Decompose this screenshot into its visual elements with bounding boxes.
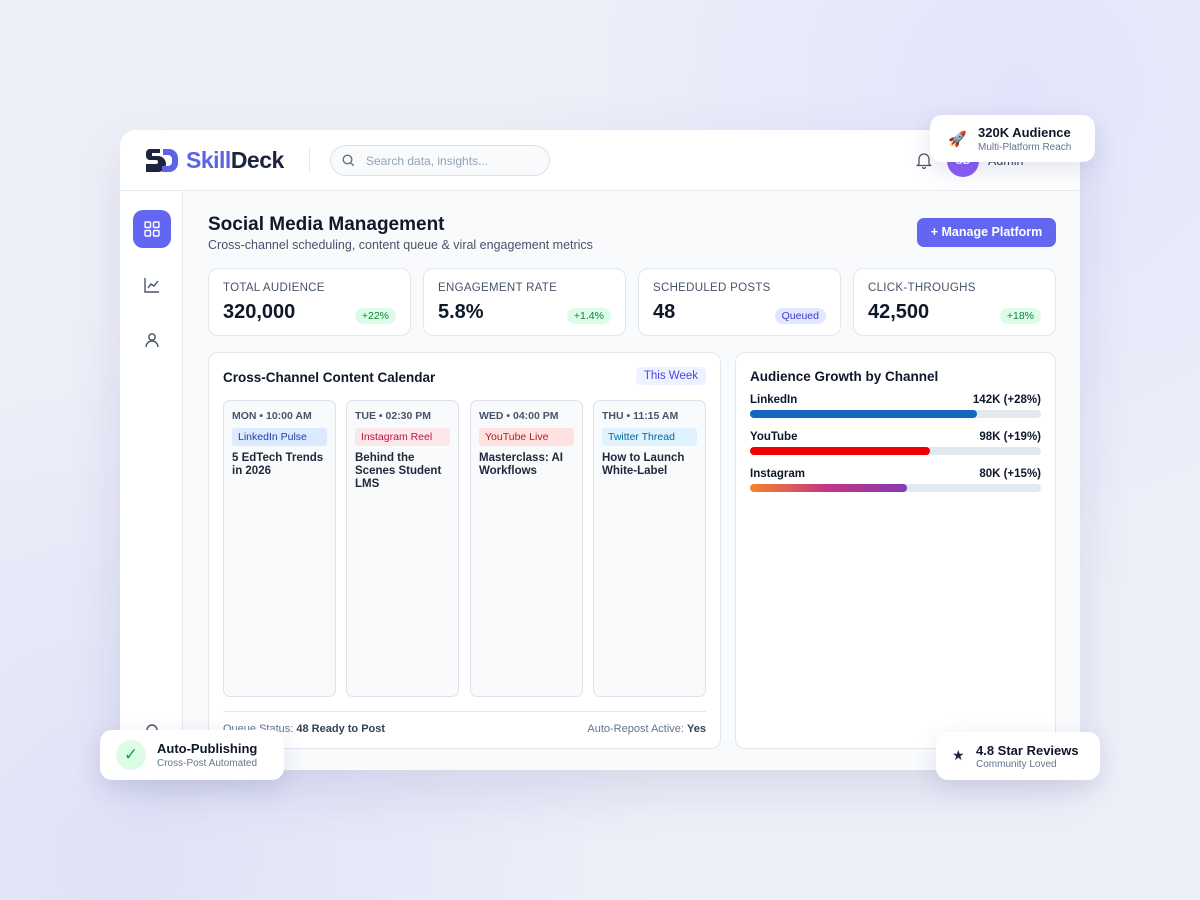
search-icon [342,154,355,167]
nav-profile[interactable] [133,321,171,359]
floating-badge: ✓ Auto-Publishing Cross-Post Automated [100,730,284,780]
stat-value: 320,000 [223,301,296,323]
stat-badge: +1.4% [566,308,611,324]
channel-name: LinkedIn [750,394,798,406]
app-window: SkillDeck Search data, insights... SD Ad… [120,130,1080,770]
queue-value: 48 Ready to Post [296,723,386,735]
check-icon: ✓ [116,740,146,770]
star-icon: ★ [952,747,965,763]
channel-growth: 98K (+19%) [979,431,1041,443]
panel-title: Audience Growth by Channel [750,369,939,384]
icon [145,333,159,348]
stat-card: TOTAL AUDIENCE 320,000 +22% [208,268,411,336]
badge-subtitle: Cross-Post Automated [157,758,258,769]
post-time: MON • 10:00 AM [232,410,312,422]
progress-fill [750,447,931,455]
calendar-panel: Cross-Channel Content Calendar This Week… [208,352,721,749]
brand-name: Skill [186,147,231,173]
channel-growth: 142K (+28%) [972,394,1041,406]
badge-title: 320K Audience [978,125,1071,140]
channel-tag: Twitter Thread [602,428,697,446]
post-title: Masterclass: AI Workflows [479,452,563,477]
stat-badge: +22% [354,308,396,324]
post-time: THU • 11:15 AM [602,410,679,422]
calendar-day: THU • 11:15 AM Twitter Thread How to Lau… [593,400,706,697]
calendar-day: MON • 10:00 AM LinkedIn Pulse 5 EdTech T… [223,400,336,697]
stat-label: SCHEDULED POSTS [653,282,771,294]
stat-card: CLICK-THROUGHS 42,500 +18% [853,268,1056,336]
channel-tag: Instagram Reel [355,428,450,446]
sidebar [120,191,183,770]
stat-badge: +18% [999,308,1041,324]
repost-status: Auto-Repost Active: Yes [587,723,706,735]
stat-label: CLICK-THROUGHS [868,282,976,294]
nav-dashboard[interactable] [133,210,171,248]
brand: SkillDeck [186,147,284,174]
repost-value: Yes [687,723,706,735]
post-title: How to Launch White-Label [602,452,685,477]
progress-fill [750,484,908,492]
progress-fill [750,410,977,418]
calendar-day: WED • 04:00 PM YouTube Live Masterclass:… [470,400,583,697]
badge-title: 4.8 Star Reviews [976,743,1079,758]
manage-platform-button[interactable]: + Manage Platform [917,218,1056,247]
brand-name: Deck [230,147,284,173]
channel-growth: 80K (+15%) [979,468,1041,480]
stat-value: 48 [653,301,676,323]
stat-card: ENGAGEMENT RATE 5.8% +1.4% [423,268,626,336]
stat-value: 5.8% [438,301,484,323]
badge-subtitle: Community Loved [976,759,1057,770]
page-subtitle: Cross-channel scheduling, content queue … [208,238,593,252]
badge-subtitle: Multi-Platform Reach [978,142,1072,153]
post-time: TUE • 02:30 PM [355,410,432,422]
channel-tag: YouTube Live [479,428,574,446]
channel-tag: LinkedIn Pulse [232,428,327,446]
stat-value: 42,500 [868,301,930,323]
logo [146,149,178,172]
floating-badge: ★ 4.8 Star Reviews Community Loved [936,732,1100,780]
divider [223,711,706,712]
search-placeholder: Search data, insights... [366,154,489,168]
panel-title: Cross-Channel Content Calendar [223,370,436,385]
post-title: Behind the Scenes Student LMS [355,452,442,490]
post-time: WED • 04:00 PM [479,410,559,422]
icon [144,221,160,237]
calendar-day: TUE • 02:30 PM Instagram Reel Behind the… [346,400,459,697]
floating-badge: 🚀 320K Audience Multi-Platform Reach [930,115,1095,162]
page-title: Social Media Management [208,214,445,235]
notification-bell[interactable] [916,152,932,169]
stat-label: ENGAGEMENT RATE [438,282,558,294]
channel-name: YouTube [750,431,798,443]
stat-label: TOTAL AUDIENCE [223,282,325,294]
growth-panel: Audience Growth by Channel LinkedIn 142K … [735,352,1056,749]
stat-badge: Queued [774,308,826,324]
stat-card: SCHEDULED POSTS 48 Queued [638,268,841,336]
channel-name: Instagram [750,468,805,480]
search-box[interactable]: Search data, insights... [330,145,550,176]
post-title: 5 EdTech Trends in 2026 [232,452,324,477]
divider [309,148,310,173]
badge-title: Auto-Publishing [157,741,258,756]
repost-label: Auto-Repost Active: [587,723,684,735]
nav-analytics[interactable] [133,266,171,304]
week-tag: This Week [635,367,706,385]
icon [144,278,159,293]
rocket-icon: 🚀 [948,131,967,148]
